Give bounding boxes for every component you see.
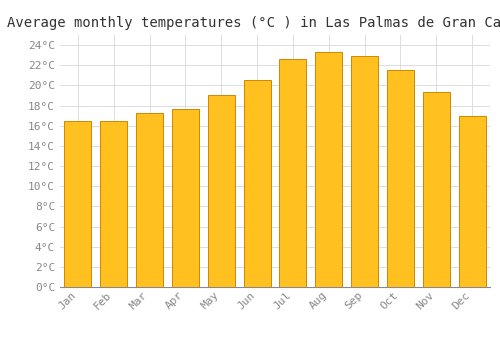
Bar [100,121,127,287]
Bar [280,59,306,287]
Bar [458,116,485,287]
Bar [208,96,234,287]
Title: Average monthly temperatures (°C ) in Las Palmas de Gran Canaria: Average monthly temperatures (°C ) in La… [7,16,500,30]
Bar [423,92,450,287]
Bar [244,80,270,287]
Bar [387,70,414,287]
Bar [136,113,163,287]
Bar [351,56,378,287]
Bar [172,108,199,287]
Bar [316,52,342,287]
Bar [64,121,92,287]
